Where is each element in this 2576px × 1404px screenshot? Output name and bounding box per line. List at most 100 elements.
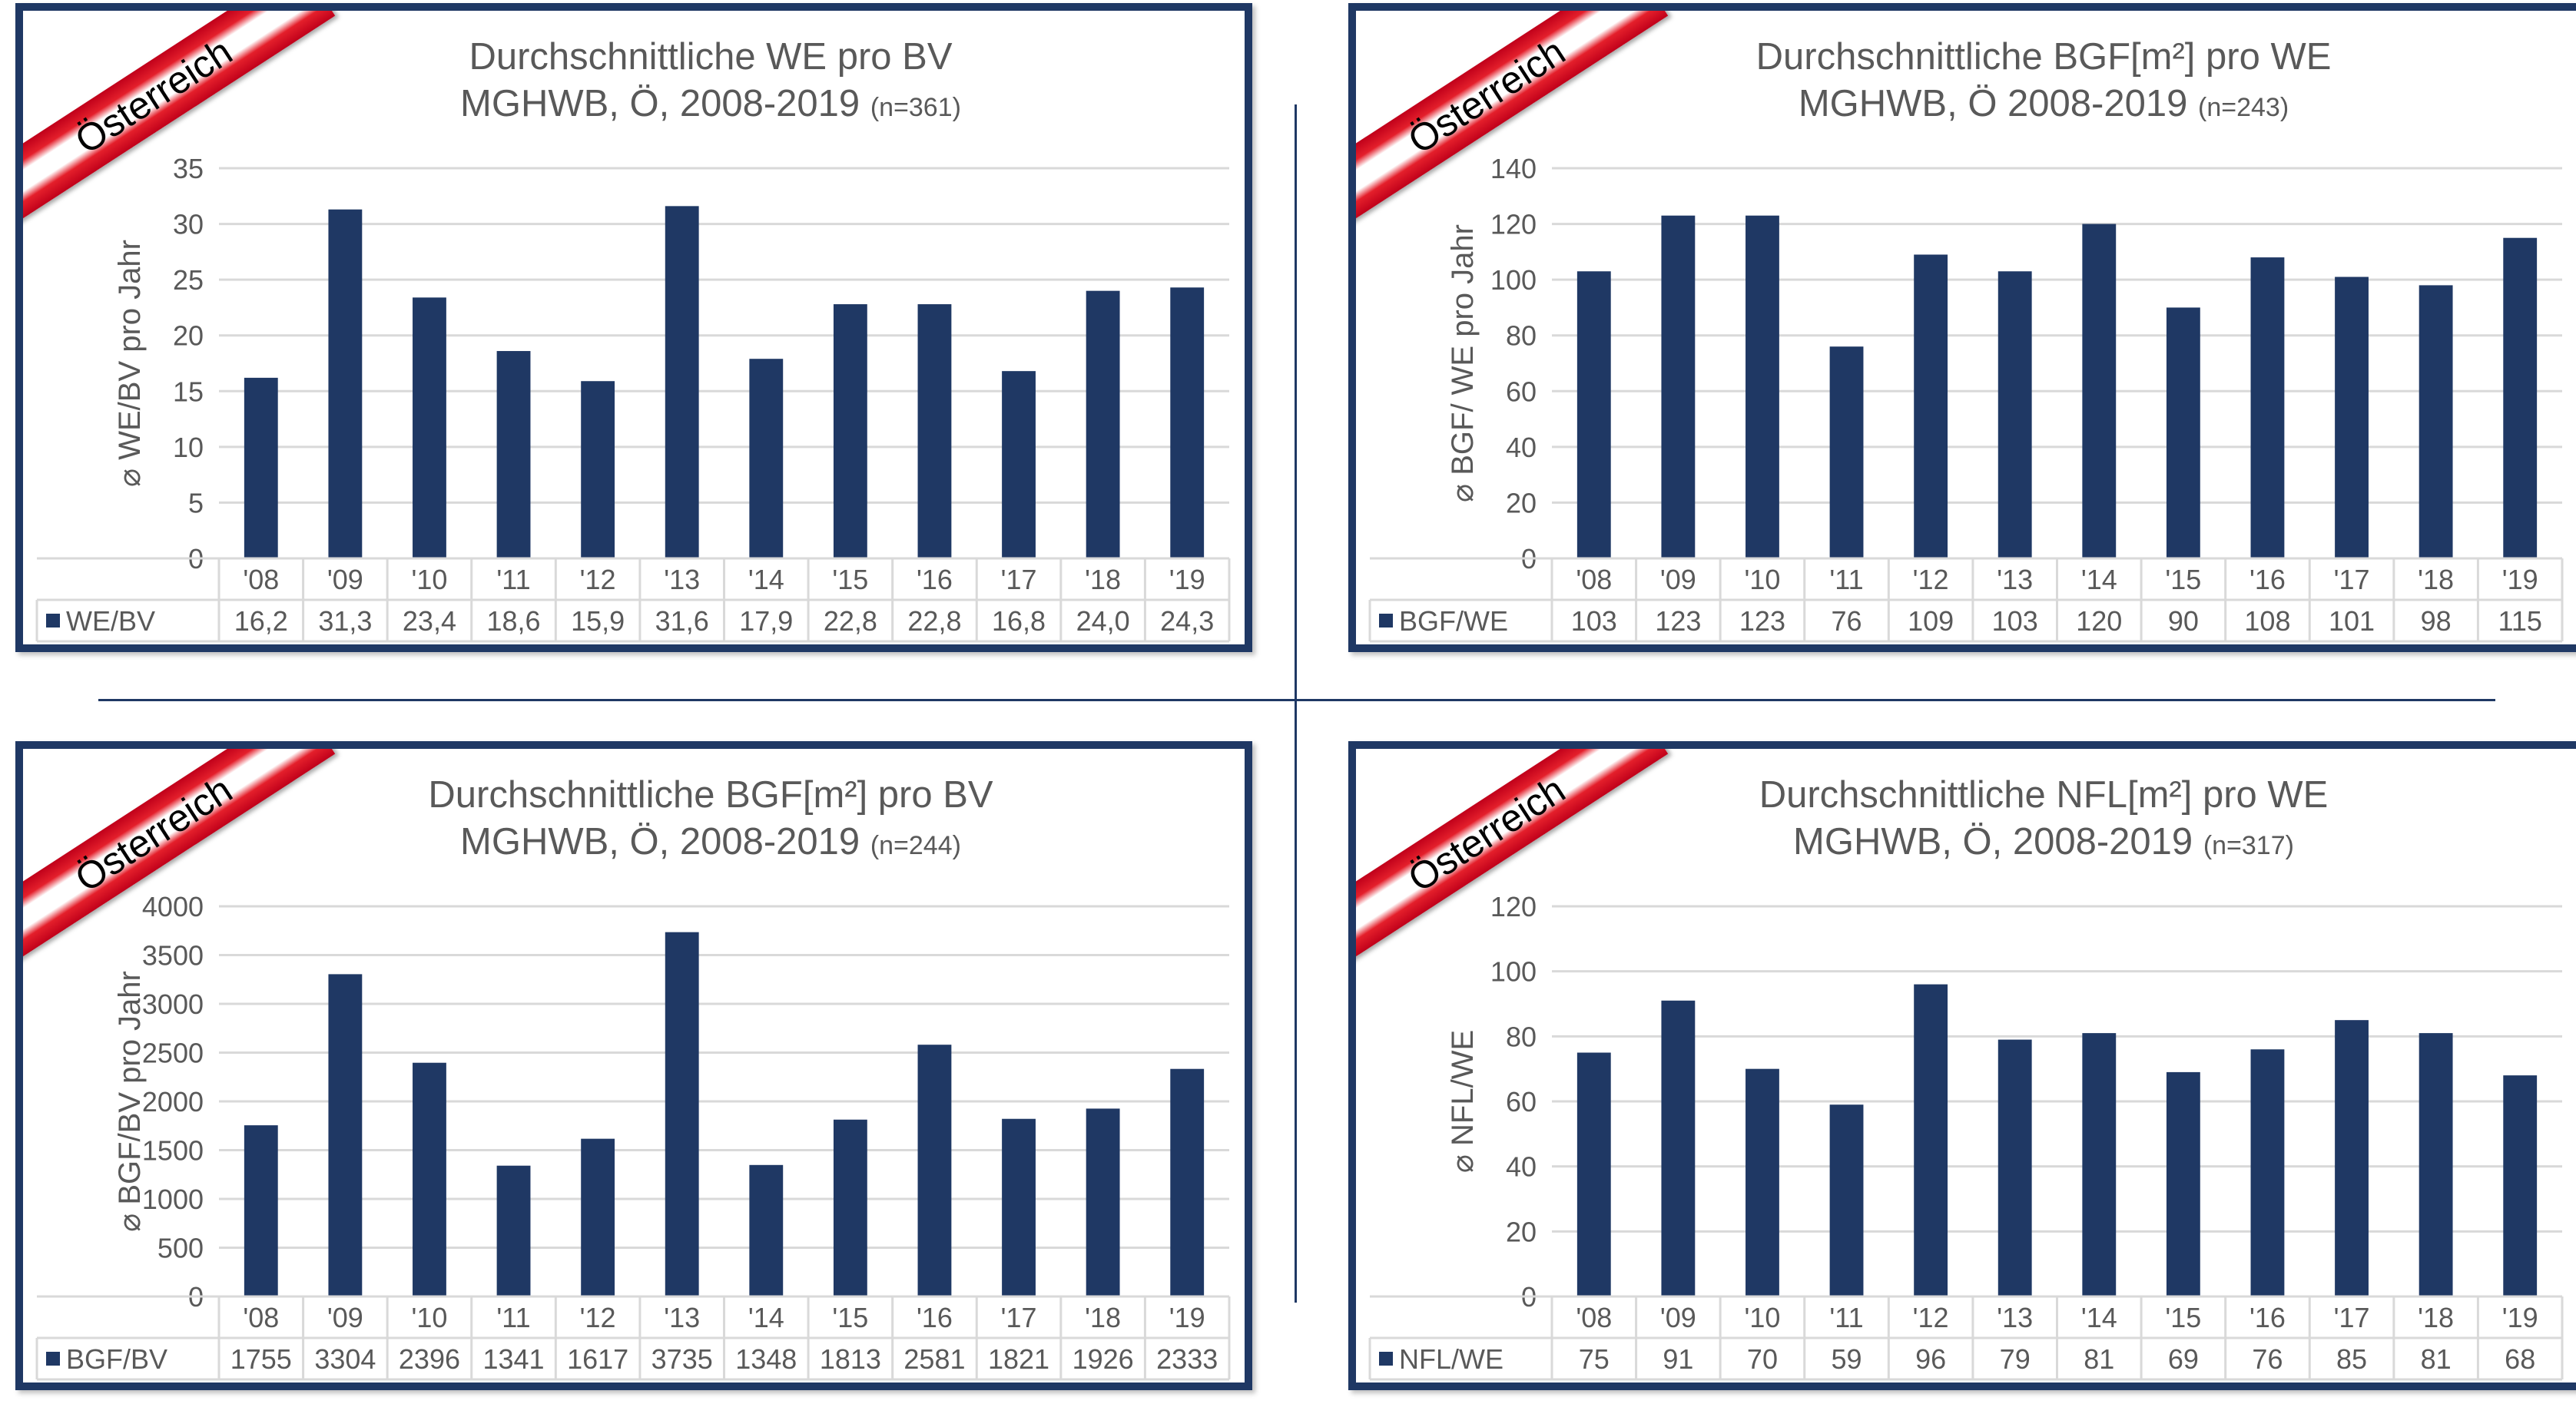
bar — [2082, 224, 2117, 558]
chart-panel-we-per-bv: Österreich Durchschnittliche WE pro BV M… — [15, 3, 1252, 652]
bar — [413, 297, 446, 558]
data-table-value: 31,6 — [655, 605, 709, 637]
x-tick-label: '12 — [580, 564, 616, 595]
bar — [328, 209, 363, 558]
bar — [2419, 285, 2453, 558]
x-tick-label: '13 — [1997, 564, 2033, 595]
bar — [1002, 371, 1036, 558]
x-tick-label: '19 — [2502, 1302, 2538, 1333]
bar — [1002, 1118, 1036, 1296]
data-table-value: 24,3 — [1160, 605, 1214, 637]
y-tick-label: 3000 — [142, 988, 204, 1020]
data-table-value: 22,8 — [824, 605, 877, 637]
data-table-value: 16,2 — [234, 605, 288, 637]
bar — [665, 206, 699, 558]
bar — [749, 359, 784, 558]
bar — [833, 1119, 867, 1296]
bar — [2335, 276, 2369, 558]
data-table-value: 1926 — [1073, 1343, 1134, 1375]
chart-title: Durchschnittliche WE pro BV — [469, 36, 953, 78]
bar-chart: 05101520253035'0816,2'0931,3'1023,4'1118… — [35, 153, 1231, 643]
x-tick-label: '14 — [2081, 564, 2117, 595]
y-tick-label: 20 — [173, 320, 204, 352]
chart-subtitle: MGHWB, Ö 2008-2019 — [1798, 83, 2188, 124]
data-table-value: 24,0 — [1076, 605, 1130, 637]
x-tick-label: '14 — [2081, 1302, 2117, 1333]
data-table-value: 59 — [1832, 1343, 1862, 1375]
data-table-value: 17,9 — [739, 605, 793, 637]
y-tick-label: 500 — [157, 1233, 204, 1264]
x-tick-label: '08 — [243, 564, 279, 595]
y-tick-label: 15 — [173, 376, 204, 407]
data-table-value: 68 — [2505, 1343, 2535, 1375]
bar — [1170, 287, 1205, 558]
chart-panel-bgf-per-we: Österreich Durchschnittliche BGF[m²] pro… — [1348, 3, 2576, 652]
chart-title-block: Durchschnittliche NFL[m²] pro WE MGHWB, … — [1540, 772, 2547, 869]
data-table-value: 123 — [1739, 605, 1785, 637]
data-table-value: 1813 — [820, 1343, 881, 1375]
bar — [1576, 1052, 1611, 1296]
bar — [328, 974, 363, 1296]
legend-label: BGF/BV — [66, 1343, 167, 1375]
x-tick-label: '18 — [2418, 564, 2454, 595]
data-table-value: 90 — [2168, 605, 2199, 637]
chart-title: Durchschnittliche BGF[m²] pro WE — [1755, 36, 2332, 78]
bar — [244, 377, 278, 558]
x-tick-label: '11 — [1829, 564, 1863, 595]
data-table-value: 2396 — [399, 1343, 460, 1375]
y-tick-label: 3500 — [142, 940, 204, 972]
bar — [749, 1164, 784, 1296]
x-tick-label: '11 — [1829, 1302, 1863, 1333]
x-tick-label: '12 — [1913, 1302, 1949, 1333]
x-tick-label: '10 — [411, 1302, 447, 1333]
y-tick-label: 5 — [188, 487, 204, 518]
x-tick-label: '17 — [1001, 564, 1037, 595]
y-tick-label: 140 — [1490, 153, 1537, 184]
x-tick-label: '16 — [2249, 1302, 2286, 1333]
legend-key — [1379, 1352, 1393, 1366]
y-tick-label: 2500 — [142, 1038, 204, 1069]
bar — [1997, 271, 2032, 558]
data-table-value: 69 — [2168, 1343, 2199, 1375]
data-table-value: 120 — [2076, 605, 2122, 637]
data-table-value: 2333 — [1156, 1343, 1218, 1375]
bar-chart: 020406080100120140'08103'09123'10123'117… — [1368, 153, 2564, 643]
data-table-value: 70 — [1747, 1343, 1778, 1375]
y-axis-label: ⌀ BGF/ WE pro Jahr — [1446, 224, 1480, 502]
y-tick-label: 20 — [1506, 487, 1537, 518]
data-table-value: 123 — [1655, 605, 1701, 637]
y-tick-label: 60 — [1506, 1086, 1537, 1118]
sample-size-label: (n=244) — [870, 831, 961, 860]
bar — [2503, 237, 2538, 558]
bar — [496, 1165, 531, 1296]
y-tick-label: 100 — [1490, 956, 1537, 988]
bar — [496, 351, 531, 558]
bar — [2419, 1033, 2453, 1296]
bar — [581, 381, 615, 558]
y-tick-label: 120 — [1490, 891, 1537, 922]
y-axis-label: ⌀ BGF/BV pro Jahr — [113, 971, 147, 1232]
y-axis-label: ⌀ WE/BV pro Jahr — [113, 240, 147, 487]
data-table-value: 81 — [2421, 1343, 2452, 1375]
x-tick-label: '18 — [1085, 564, 1121, 595]
y-tick-label: 40 — [1506, 1151, 1537, 1183]
x-tick-label: '19 — [1169, 1302, 1205, 1333]
data-table-value: 103 — [1992, 605, 2038, 637]
x-tick-label: '08 — [1576, 564, 1612, 595]
sample-size-label: (n=361) — [870, 93, 961, 122]
chart-subtitle: MGHWB, Ö, 2008-2019 — [460, 821, 860, 863]
data-table-value: 22,8 — [907, 605, 961, 637]
chart-title-block: Durchschnittliche WE pro BV MGHWB, Ö, 20… — [207, 34, 1214, 131]
x-tick-label: '18 — [1085, 1302, 1121, 1333]
bar — [2250, 1049, 2285, 1296]
x-tick-label: '15 — [2165, 564, 2201, 595]
x-tick-label: '13 — [664, 564, 700, 595]
x-tick-label: '15 — [832, 564, 868, 595]
x-tick-label: '09 — [327, 1302, 363, 1333]
x-tick-label: '09 — [1660, 1302, 1696, 1333]
bar-chart: 05001000150020002500300035004000'081755'… — [35, 891, 1231, 1381]
chart-title: Durchschnittliche BGF[m²] pro BV — [428, 774, 993, 816]
data-table-value: 1348 — [735, 1343, 797, 1375]
chart-title: Durchschnittliche NFL[m²] pro WE — [1759, 774, 2329, 816]
y-tick-label: 1000 — [142, 1184, 204, 1215]
